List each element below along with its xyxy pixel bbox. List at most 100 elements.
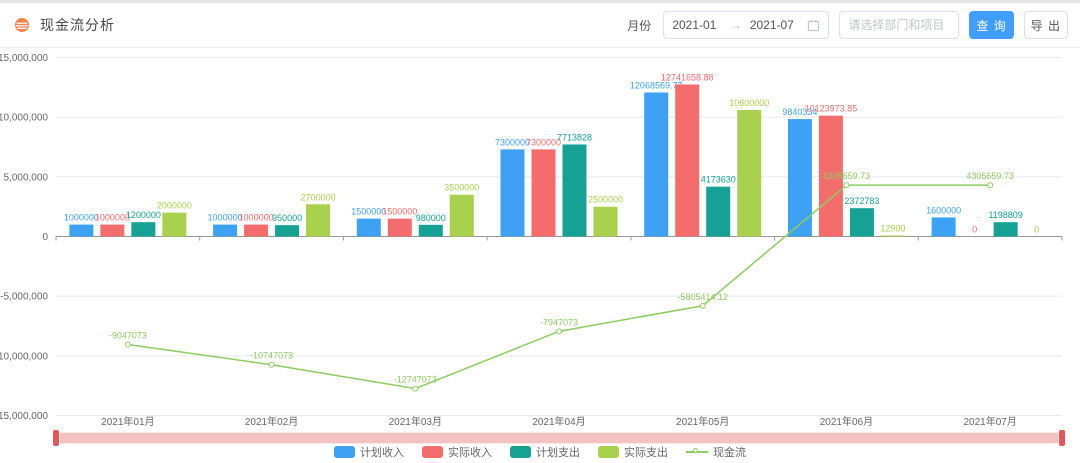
bar-plan-expense[interactable]	[993, 222, 1018, 237]
x-axis-label: 2021年04月	[532, 415, 585, 428]
header-left: 现金流分析	[14, 15, 115, 35]
bar-actual-expense[interactable]	[737, 110, 762, 237]
bar-actual-expense[interactable]	[162, 212, 187, 237]
bar-value-label: 1000000	[95, 213, 130, 223]
cashflow-line-point[interactable]	[556, 328, 562, 335]
legend-marker-plan-income	[334, 446, 355, 458]
legend-marker-actual-expense	[598, 446, 619, 458]
line-value-label: 4305659.73	[823, 171, 871, 181]
bar-value-label: 10123973.85	[805, 104, 858, 114]
bar-value-label: 10600000	[729, 98, 769, 108]
bar-value-label: 1200000	[126, 210, 161, 220]
bar-value-label: 12068569.77	[630, 80, 683, 90]
bar-actual-income[interactable]	[100, 224, 125, 237]
legend-item-plan-income[interactable]: 计划收入	[334, 444, 404, 460]
bar-value-label: 7713828	[557, 132, 592, 142]
bar-actual-income[interactable]	[675, 84, 700, 237]
bar-value-label: 1000000	[64, 213, 99, 223]
cashflow-line-point[interactable]	[843, 182, 850, 189]
bar-value-label: 2372783	[844, 196, 879, 206]
date-start-value[interactable]: 2021-01	[672, 18, 717, 32]
dept-project-input[interactable]	[839, 11, 960, 39]
y-axis-tick-label: -5,000,000	[0, 292, 48, 303]
x-axis-label: 2021年05月	[676, 415, 729, 428]
legend-item-actual-income[interactable]: 实际收入	[422, 444, 492, 460]
date-end-value[interactable]: 2021-07	[749, 18, 794, 32]
bar-plan-expense[interactable]	[562, 144, 587, 237]
line-value-label: 4305659.73	[966, 171, 1014, 181]
query-button[interactable]: 查 询	[969, 11, 1014, 39]
bar-value-label: 1500000	[382, 207, 417, 217]
bar-value-label: 7300000	[495, 137, 530, 147]
header: 现金流分析 月份 2021-01 → 2021-07 查 询 导 出	[0, 3, 1080, 48]
bar-plan-income[interactable]	[356, 218, 381, 237]
bar-actual-income[interactable]	[818, 115, 843, 237]
bar-plan-income[interactable]	[213, 224, 238, 237]
legend-label-plan-expense: 计划支出	[536, 447, 580, 459]
line-value-label: -5805414.12	[677, 292, 728, 302]
bar-actual-expense[interactable]	[880, 235, 905, 237]
bar-value-label: 2700000	[301, 192, 336, 202]
bar-value-label: 980000	[416, 213, 446, 223]
query-toolbar: 月份 2021-01 → 2021-07 查 询 导 出	[627, 11, 1068, 39]
legend-marker-plan-expense	[510, 446, 531, 458]
bar-plan-income[interactable]	[787, 119, 812, 237]
bar-actual-income[interactable]	[531, 149, 556, 237]
legend-label-plan-income: 计划收入	[360, 447, 404, 459]
legend-marker-actual-income	[422, 446, 443, 458]
cashflow-chart-canvas: 15,000,000 10,000,000 5,000,000 0 -5,000,000…	[0, 53, 1065, 446]
cashflow-line-point[interactable]	[699, 302, 706, 309]
x-axis-label: 2021年07月	[963, 415, 1016, 428]
legend-label-actual-expense: 实际支出	[624, 447, 668, 459]
bar-value-label: 0	[1034, 225, 1039, 235]
bar-plan-expense[interactable]	[131, 222, 156, 237]
line-value-label: -12747073	[394, 375, 437, 385]
bar-plan-expense[interactable]	[418, 224, 443, 237]
export-button[interactable]: 导 出	[1023, 11, 1068, 39]
x-axis-label: 2021年03月	[389, 415, 442, 428]
bar-value-label: 2000000	[157, 201, 192, 211]
cashflow-line-point[interactable]	[268, 361, 275, 368]
x-axis-label: 2021年01月	[101, 415, 154, 428]
bar-actual-income[interactable]	[387, 218, 412, 237]
line-value-label: -9047073	[109, 330, 147, 340]
bar-plan-income[interactable]	[644, 92, 669, 237]
bar-actual-expense[interactable]	[593, 206, 618, 237]
bar-plan-expense[interactable]	[849, 208, 874, 237]
bar-value-label: 1600000	[926, 205, 961, 215]
bar-value-label: 12741658.88	[661, 72, 714, 82]
bar-actual-expense[interactable]	[306, 204, 331, 237]
page-top-strip	[0, 0, 1080, 3]
bar-value-label: 1198809	[988, 210, 1022, 220]
datazoom-handle-left[interactable]	[53, 430, 59, 446]
bar-value-label: 2500000	[588, 195, 623, 205]
bar-plan-income[interactable]	[931, 217, 956, 237]
legend-item-actual-expense[interactable]: 实际支出	[598, 444, 668, 460]
cashflow-app-icon	[14, 17, 30, 33]
bar-plan-income[interactable]	[500, 149, 525, 237]
cashflow-line-point[interactable]	[124, 341, 131, 348]
cashflow-line-point[interactable]	[987, 182, 994, 189]
bar-plan-expense[interactable]	[275, 225, 300, 237]
page-title: 现金流分析	[40, 17, 115, 33]
bar-plan-expense[interactable]	[706, 186, 731, 237]
legend-item-cashflow[interactable]: 现金流	[686, 444, 746, 460]
bar-value-label: 4173630	[701, 175, 736, 185]
datazoom-selection[interactable]	[60, 433, 1058, 443]
legend-item-plan-expense[interactable]: 计划支出	[510, 444, 580, 460]
x-axis-label: 2021年02月	[245, 415, 298, 428]
bar-value-label: 1000000	[239, 213, 274, 223]
cashflow-chart: 15,000,000 10,000,000 5,000,000 0 -5,000,000…	[0, 48, 1080, 462]
bar-value-label: 0	[972, 225, 977, 235]
line-value-label: -10747073	[250, 351, 293, 361]
date-range-picker[interactable]: 2021-01 → 2021-07	[663, 11, 830, 39]
bar-actual-expense[interactable]	[449, 194, 474, 237]
bar-value-label: 950000	[272, 213, 302, 223]
datazoom-handle-right[interactable]	[1059, 430, 1065, 446]
date-range-arrow: →	[729, 18, 742, 32]
y-axis-tick-label: 0	[42, 232, 48, 243]
bar-actual-income[interactable]	[244, 224, 269, 237]
cashflow-line-point[interactable]	[412, 385, 419, 392]
bar-plan-income[interactable]	[69, 224, 94, 237]
bar-value-label: 7300000	[526, 137, 561, 147]
